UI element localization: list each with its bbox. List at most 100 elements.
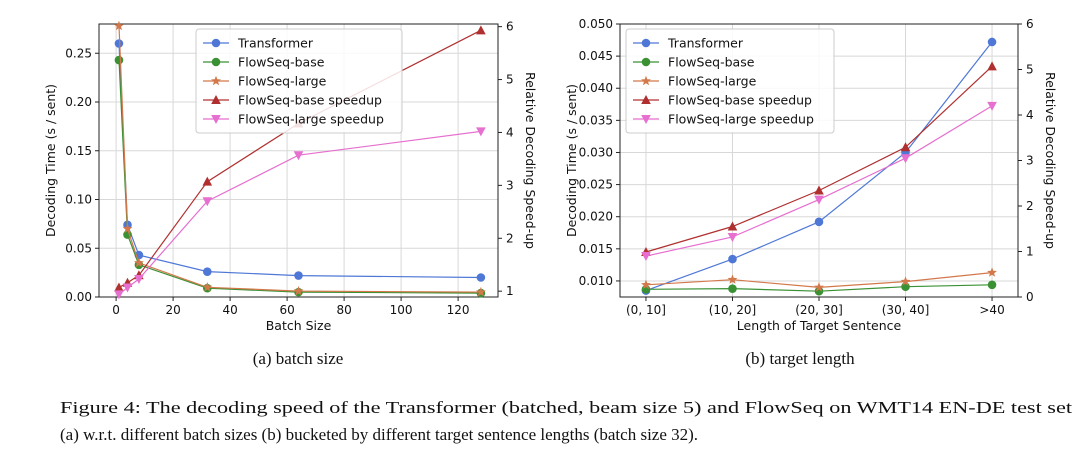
data-point-flowseq-large-a [133,257,144,268]
x-tick-label-a: 20 [165,303,180,317]
x-tick-label-b: (10, 20] [709,303,757,317]
y-tick-label-b: 0.045 [579,49,613,63]
series-line-flowseq-large-a [118,25,481,293]
y-right-tick-label-a: 4 [506,125,514,139]
y-right-tick-label-b: 2 [1026,199,1034,213]
y-tick-label-b: 0.025 [579,178,613,192]
data-point-flowseq-large-speedup-b [727,232,738,242]
data-point-flowseq-large-speedup-b [900,154,911,164]
data-point-transformer-b [987,37,997,47]
legend-label-transformer-a: Transformer [237,36,314,51]
legend-marker-flowseq-large-speedup-b [641,115,651,124]
y-right-tick-label-b: 5 [1026,63,1034,77]
data-point-flowseq-base-speedup-b [814,185,824,195]
legend-label-flowseq-large-speedup-b: FlowSeq-large speedup [668,112,814,127]
y-right-tick-label-b: 0 [1026,290,1034,304]
data-point-flowseq-large-a [293,285,304,296]
y-tick-label-b: 0.015 [579,242,613,256]
x-axis-label-a: Batch Size [266,318,332,333]
data-point-flowseq-large-speedup-a [202,197,213,207]
legend-marker-transformer-a [211,38,221,48]
y-axis-label-a: Decoding Time (s / sent) [43,84,58,237]
y-right-axis-label-a: Relative Decoding Speed-up [523,72,538,249]
data-point-flowseq-large-speedup-a [476,127,486,137]
data-point-flowseq-base-speedup-a [476,25,486,35]
subcaption-b: (b) target length [745,349,855,368]
legend-marker-transformer-b [641,38,651,48]
y-tick-label-b: 0.040 [579,81,613,95]
x-tick-label-a: 40 [222,303,237,317]
y-tick-label-b: 0.010 [579,274,613,288]
legend-label-flowseq-base-speedup-a: FlowSeq-base speedup [238,93,382,108]
data-point-transformer-a [203,267,212,276]
subcaption-a: (a) batch size [253,349,344,368]
x-tick-label-a: 80 [336,303,351,317]
legend-marker-flowseq-base-a [211,57,221,67]
data-point-flowseq-large-speedup-a [293,151,304,161]
data-point-flowseq-large-speedup-b [987,101,997,111]
data-point-flowseq-large-a [114,20,124,31]
legend-marker-flowseq-base-speedup-a [211,95,221,104]
y-tick-label-a: 0.10 [65,193,92,207]
x-tick-label-a: 100 [390,303,413,317]
data-point-flowseq-base-speedup-b [727,221,738,231]
y-right-axis-label-b: Relative Decoding Speed-up [1043,72,1058,249]
y-axis-label-b: Decoding Time (s / sent) [564,84,579,237]
y-tick-label-b: 0.050 [579,17,613,31]
data-point-flowseq-large-a [475,286,486,297]
plot-frame-a [98,23,499,298]
data-point-transformer-a [294,271,303,280]
legend-label-flowseq-large-b: FlowSeq-large [668,74,757,89]
x-axis-label-b: Length of Target Sentence [737,318,902,333]
data-point-flowseq-large-b [641,279,651,289]
data-point-flowseq-large-a [202,282,213,292]
y-right-tick-label-b: 4 [1026,108,1034,122]
data-point-transformer-b [814,217,824,227]
legend-marker-flowseq-base-speedup-b [641,95,651,104]
x-tick-label-b: (30, 40] [882,303,930,317]
y-right-tick-label-b: 3 [1026,154,1034,168]
x-tick-label-a: 60 [279,303,294,317]
legend-marker-flowseq-large-speedup-a [211,115,221,124]
y-right-tick-label-a: 3 [506,178,514,192]
legend-marker-flowseq-large-b [641,75,651,86]
y-tick-label-a: 0.15 [65,144,92,158]
data-point-transformer-a [476,273,486,282]
y-right-tick-label-a: 1 [506,284,514,298]
data-point-flowseq-large-a [122,223,133,233]
y-right-tick-label-a: 5 [506,73,514,87]
data-point-flowseq-base-speedup-b [900,142,911,152]
data-point-flowseq-large-speedup-b [641,252,651,262]
data-point-flowseq-base-b [987,280,997,290]
data-point-transformer-a [114,39,124,48]
y-right-tick-label-a: 6 [506,20,514,34]
data-point-transformer-b [728,254,737,264]
x-tick-label-b: (20, 30] [795,303,843,317]
y-right-tick-label-b: 1 [1026,245,1034,259]
y-tick-label-a: 0.00 [65,290,92,304]
data-point-flowseq-large-b [900,276,911,286]
legend-label-flowseq-large-a: FlowSeq-large [238,74,327,89]
legend-label-flowseq-large-speedup-a: FlowSeq-large speedup [238,112,384,127]
data-point-flowseq-base-speedup-b [987,61,997,71]
legend-b [625,28,835,134]
data-point-flowseq-large-speedup-a [122,283,133,293]
plot-frame-b [619,23,1019,298]
data-point-flowseq-large-speedup-a [114,290,124,300]
legend-label-transformer-b: Transformer [667,36,744,51]
chart-target-length: (0, 10] (10, 20] (20, 30] (30, 40] >40 0.010 0… [564,17,1058,333]
legend-label-flowseq-base-a: FlowSeq-base [238,55,325,70]
y-tick-label-a: 0.05 [65,241,92,255]
data-point-flowseq-base-speedup-a [114,282,124,292]
legend-a [195,28,403,134]
legend-marker-flowseq-base-b [641,57,651,67]
data-point-flowseq-large-b [727,274,738,284]
figure-caption-line-1: Figure 4: The decoding speed of the Tran… [60,398,1072,417]
y-right-tick-label-a: 2 [506,231,514,245]
data-point-flowseq-large-speedup-b [814,195,824,205]
y-tick-label-b: 0.030 [579,145,613,159]
y-tick-label-a: 0.25 [65,46,92,60]
x-tick-label-a: 120 [447,303,470,317]
legend-marker-flowseq-large-a [211,75,221,86]
